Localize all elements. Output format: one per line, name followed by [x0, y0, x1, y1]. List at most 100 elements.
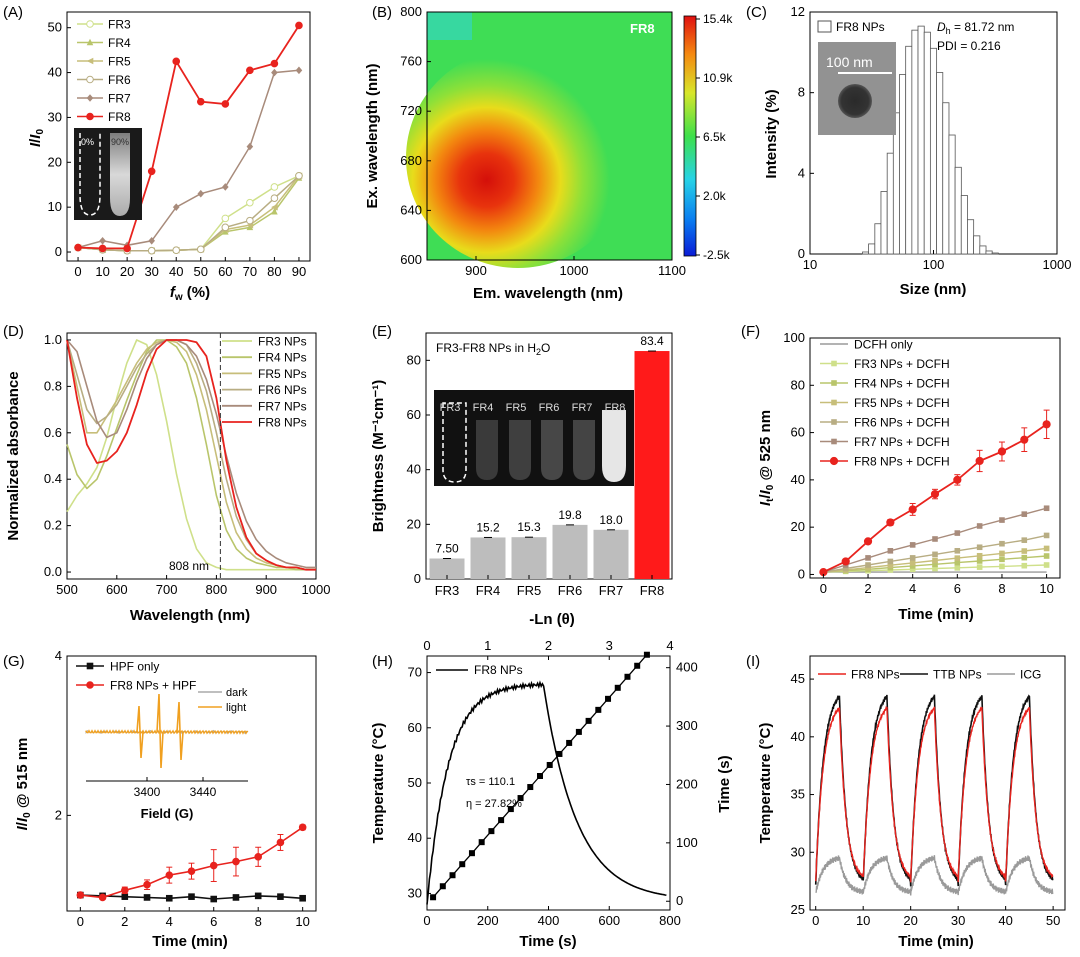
bar-fr8 — [634, 351, 670, 579]
panel-c: (C) 10 100 1000 0 4 8 12 Intensity (%) Size (nm)… — [746, 4, 1071, 298]
bar-value-label: 83.4 — [640, 334, 664, 348]
fit-point — [536, 773, 543, 780]
x-tick-label: 90 — [292, 264, 306, 279]
legend-d: FR3 NPs FR4 NPs FR5 NPs FR6 NPs FR7 NPs FR8 N… — [222, 335, 307, 430]
data-point — [1020, 435, 1029, 444]
spectrum-7 — [66, 339, 316, 569]
x-tick-label: 1000 — [302, 582, 331, 597]
histogram-bar — [923, 31, 931, 255]
axis-label-part: -Ln (θ) — [529, 611, 575, 628]
tube-fr5 — [509, 420, 531, 480]
x-tick-label: 70 — [243, 264, 257, 279]
x-axis-label-a: fw (%) — [170, 284, 210, 303]
data-point — [121, 886, 129, 895]
colorbar-tick-label: 2.0k — [703, 189, 727, 203]
y-tick-label: 40 — [407, 462, 421, 477]
x-tick-label: 600 — [598, 913, 620, 928]
tube-fr6 — [541, 420, 563, 480]
fr8-curve — [815, 705, 1054, 883]
data-point — [909, 555, 916, 561]
axis-label-part: I — [757, 501, 774, 506]
fit-point — [643, 651, 650, 658]
data-point — [1043, 545, 1050, 552]
axis-label-part: Wavelength (nm) — [130, 607, 250, 624]
x-tick-label: FR7 — [599, 583, 624, 598]
data-point — [86, 20, 94, 28]
x-axis-label-g: Time (min) — [152, 933, 228, 950]
axis-label-part: / — [27, 138, 44, 143]
x-tick-label: 10 — [856, 913, 870, 928]
histogram-bar — [979, 245, 987, 255]
data-point — [976, 544, 983, 551]
x-tick-label: 400 — [538, 913, 560, 928]
y-tick-label: 760 — [400, 54, 422, 69]
data-point — [831, 438, 837, 445]
histogram-bar — [899, 74, 907, 255]
data-point — [863, 537, 873, 546]
data-point — [909, 542, 916, 548]
x-axis-label-f: Time (min) — [898, 606, 974, 623]
tube-label: FR8 — [605, 402, 626, 414]
legend-label-h: FR8 NPs — [474, 663, 523, 677]
data-point — [1043, 562, 1050, 568]
histogram-bar — [954, 166, 962, 255]
panel-a: (A) 0 10 20 30 40 50 60 70 80 9001020304050I/I0fw… — [3, 4, 311, 303]
axes-frame-g — [66, 655, 317, 912]
x-tick-label: 6 — [954, 581, 961, 596]
axis-label-part: I — [14, 817, 31, 822]
y-tick-label: 50 — [408, 775, 422, 790]
data-point — [932, 557, 938, 564]
y-tick-label: 40 — [791, 472, 805, 487]
data-point — [1043, 532, 1050, 539]
y-tick-label: 0 — [55, 244, 62, 259]
data-point — [210, 895, 218, 903]
inset-label-0: 0% — [81, 137, 94, 147]
y-tick-label: 640 — [400, 202, 422, 217]
legend-swatch-c — [817, 20, 832, 33]
data-point — [999, 563, 1005, 570]
fit-point — [498, 817, 505, 824]
x-tick-label: 6 — [210, 914, 217, 929]
data-point — [908, 505, 917, 514]
inset-tick-label: 3440 — [190, 785, 217, 799]
y-tick-label: 0.2 — [44, 518, 62, 533]
y-tick-label: 680 — [400, 153, 422, 168]
x-tick-label: FR6 — [558, 583, 583, 598]
legend-label: FR3 NPs — [258, 335, 307, 349]
y-tick-label: 45 — [791, 671, 805, 686]
panel-label-b: (B) — [372, 4, 392, 21]
x-tick-label: 10 — [295, 914, 309, 929]
y-tick-label: 4 — [798, 165, 805, 180]
histogram-bar — [985, 250, 993, 255]
glowing-vial — [110, 133, 130, 216]
histogram-bar — [911, 29, 919, 255]
data-point — [1042, 420, 1051, 429]
data-point — [865, 555, 871, 561]
data-point — [831, 380, 837, 386]
y2-tick-label: 0 — [676, 893, 683, 908]
axis-label-part: Intensity (%) — [763, 89, 780, 178]
y-tick-label: 0.4 — [44, 471, 62, 486]
fit-point — [478, 839, 485, 846]
legend-label: FR5 — [108, 55, 131, 69]
x-tick-label: 700 — [156, 582, 178, 597]
epr-light-trace — [85, 729, 249, 735]
epr-inset: 3400 3440 Field (G) dark light — [85, 687, 249, 821]
legend-label: FR5 NPs + DCFH — [854, 396, 950, 410]
data-point — [86, 112, 94, 121]
y2-tick-label: 300 — [676, 718, 698, 733]
histogram-bar — [948, 134, 956, 255]
x-tick-label: 0 — [812, 913, 819, 928]
legend-label: FR3 — [108, 18, 131, 32]
data-point — [299, 894, 306, 902]
data-point — [886, 518, 895, 527]
data-point — [86, 681, 94, 689]
data-point — [232, 894, 240, 901]
tube-label: FR7 — [572, 402, 593, 414]
dh-annotation: Dh = 81.72 nm — [937, 20, 1014, 36]
data-point — [143, 880, 151, 889]
histogram-bars — [862, 25, 999, 255]
data-point — [1021, 562, 1028, 569]
